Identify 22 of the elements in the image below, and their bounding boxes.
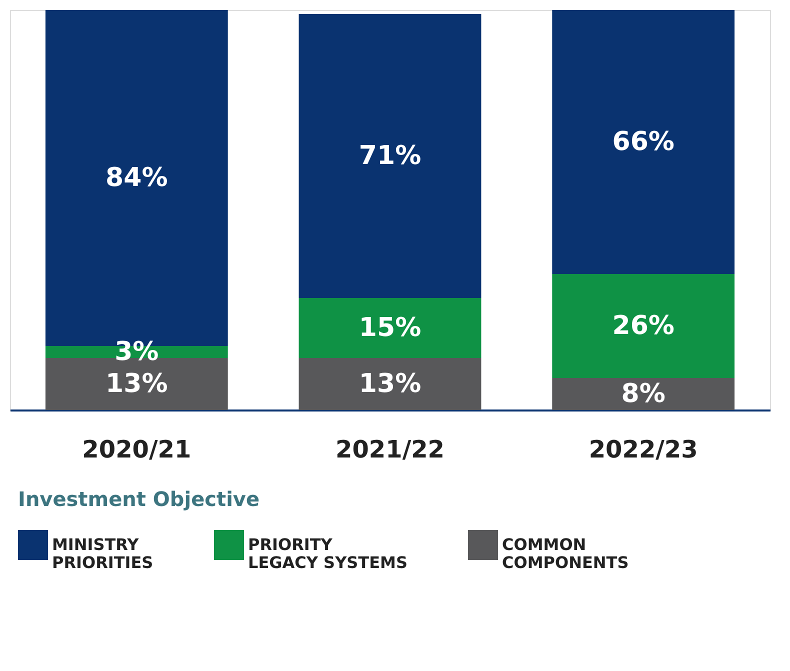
bar	[552, 10, 735, 274]
data-label: 13%	[106, 369, 168, 399]
legend-title: Investment Objective	[18, 487, 260, 511]
x-tick-label: 2021/22	[336, 436, 444, 464]
legend-label: PRIORITY LEGACY SYSTEMS	[248, 535, 408, 572]
bar	[552, 378, 735, 410]
data-label: 15%	[358, 313, 422, 343]
bar	[298, 358, 482, 410]
data-label: 26%	[612, 311, 674, 341]
legend-label: MINISTRY PRIORITIES	[52, 535, 154, 572]
data-label: 71%	[358, 141, 422, 171]
x-tick-label: 2020/21	[82, 436, 192, 464]
legend-label: COMMON COMPONENTS	[502, 535, 629, 572]
bar	[552, 274, 735, 378]
data-label: 13%	[358, 369, 422, 399]
data-label: 8%	[621, 379, 666, 409]
data-label: 66%	[612, 127, 674, 157]
x-tick-label: 2022/23	[588, 436, 698, 464]
data-label: 3%	[114, 337, 159, 367]
bar	[298, 14, 482, 298]
data-label: 84%	[106, 163, 168, 193]
bar	[298, 298, 482, 358]
